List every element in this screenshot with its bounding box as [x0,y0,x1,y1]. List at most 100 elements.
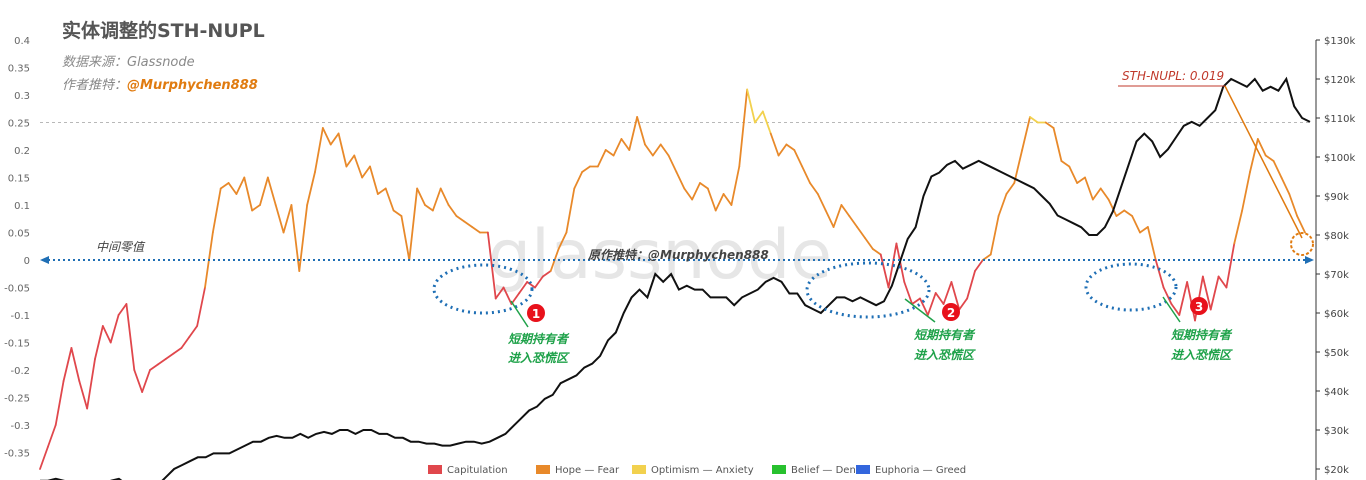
left-axis-tick-label: -0.2 [10,366,30,377]
sth-nupl-segment [463,220,474,228]
right-axis-tick-label: $20k [1324,465,1349,476]
sth-nupl-segment [1201,275,1212,311]
sth-nupl-segment [345,154,356,168]
right-axis-tick-label: $110k [1324,114,1355,125]
sth-nupl-segment [1209,275,1220,311]
sth-nupl-segment [644,143,654,157]
callout-2-number: 2 [947,306,955,320]
legend-label: Optimism — Anxiety [651,465,754,476]
sth-nupl-segment [1091,187,1102,201]
sth-nupl-segment [738,88,749,168]
data-source-label: 数据来源：Glassnode [62,55,195,70]
sth-nupl-segment [101,325,112,344]
callout-3-ellipse [1084,262,1178,312]
sth-nupl-segment [133,369,144,393]
sth-nupl-segment [1099,187,1110,201]
sth-nupl-segment [353,154,364,179]
sth-nupl-segment [518,281,529,294]
sth-nupl-segment [54,380,65,426]
sth-nupl-segment [259,176,269,206]
sth-nupl-segment [1186,281,1196,322]
sth-nupl-segment [1170,303,1181,316]
sth-nupl-segment [699,182,709,190]
sth-nupl-segment [1280,176,1291,195]
sth-nupl-segment [801,165,811,184]
sth-nupl-segment [809,182,819,195]
callout-2-ellipse [805,261,931,319]
sth-nupl-segment [754,110,764,124]
sth-nupl-segment [39,446,49,470]
sth-nupl-segment [769,132,780,157]
sth-nupl-segment [243,176,254,212]
sth-nupl-segment [840,204,851,217]
sth-nupl-segment [722,193,733,206]
sth-nupl-segment [871,248,882,256]
callout-3-arrow [1162,296,1181,323]
sth-nupl-segment [1115,209,1126,217]
sth-nupl-segment [1249,138,1259,173]
sth-nupl-segment [369,165,379,195]
author-handle: @Murphychen888 [127,78,258,93]
sth-nupl-segment [659,143,670,157]
sth-nupl-segment [526,281,536,289]
left-axis-tick-label: 0.4 [14,36,30,47]
sth-nupl-segment [227,182,238,195]
callout-1-number: 1 [532,307,540,321]
sth-nupl-segment [510,292,521,305]
sth-nupl-segment [581,165,591,173]
sth-nupl-segment [408,187,419,261]
right-axis-tick-label: $30k [1324,426,1349,437]
sth-nupl-segment [274,204,285,234]
sth-nupl-segment [164,352,175,360]
sth-nupl-segment [306,171,316,206]
author-label: 作者推特：@Murphychen888 [62,74,258,93]
callout-1-marker [527,304,545,322]
callout-1-text-line1: 短期持有者 [508,332,570,346]
sth-nupl-segment [235,176,246,195]
sth-nupl-segment [455,215,466,223]
sth-nupl-segment [1139,226,1149,234]
sth-nupl-segment [117,303,128,316]
sth-nupl-segment [573,171,584,190]
sth-nupl-segment [1084,176,1094,201]
sth-nupl-segment [848,215,859,228]
legend-label: Belief — Denial [791,465,867,476]
sth-nupl-segment [1068,165,1079,184]
author-prefix: 作者推特： [62,78,128,93]
sth-nupl-segment [266,176,277,206]
sth-nupl-segment [1029,116,1039,124]
left-axis-tick-label: -0.15 [4,339,30,350]
sth-nupl-segment [424,204,434,212]
sth-nupl-segment [761,110,772,135]
sth-nupl-segment [989,215,1000,256]
chart-title: 实体调整的STH-NUPL [62,20,265,42]
sth-nupl-segment [667,154,678,173]
sth-nupl-segment [596,149,607,168]
left-axis-tick-label: 0 [24,256,30,267]
sth-nupl-segment [604,149,615,157]
price-series-line [40,76,1311,480]
sth-nupl-segment [70,347,81,382]
right-axis-tick-label: $40k [1324,387,1349,398]
sth-nupl-segment [1154,259,1165,289]
legend-label: Euphoria — Greed [875,465,966,476]
left-axis: 0.4 0.35 0.3 0.25 0.2 0.15 0.1 0.05 0 -0.05 -0.1 -0… [4,36,30,460]
sth-nupl-segment [1021,116,1031,151]
sth-nupl-segment [156,358,167,366]
sth-nupl-segment [1123,209,1134,217]
sth-nupl-segment [785,143,796,151]
sth-nupl-segment [911,297,921,305]
sth-nupl-segment [816,193,827,212]
sth-nupl-segment [966,270,976,300]
legend-swatch [856,465,870,474]
sth-nupl-segment [1005,182,1016,195]
sth-nupl-segment [439,187,450,206]
sth-nupl-segment [361,165,371,179]
right-axis-tick-label: $70k [1324,270,1349,281]
sth-nupl-segment [714,193,725,212]
sth-nupl-segment [777,143,788,157]
right-axis-tick-label: $80k [1324,231,1349,242]
right-axis-tick-label: $100k [1324,153,1355,164]
sth-nupl-segment [683,187,694,201]
